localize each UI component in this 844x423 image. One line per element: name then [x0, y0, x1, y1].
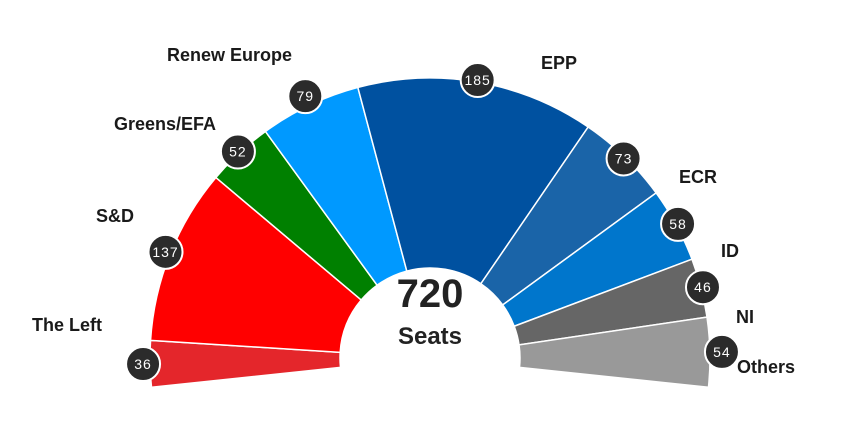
seat-badge: [147, 233, 184, 270]
segment-others: [518, 316, 711, 389]
party-label: S&D: [96, 206, 134, 226]
seat-badge: [703, 333, 740, 370]
segment-epp: [356, 77, 590, 285]
seat-badge: [605, 140, 642, 177]
seat-badge-value: 185: [464, 72, 490, 88]
party-label: NI: [736, 307, 754, 327]
seat-badge-value: 73: [615, 150, 633, 166]
seat-badge: [684, 269, 721, 306]
party-label: The Left: [32, 315, 102, 335]
total-seats-label: Seats: [398, 323, 462, 350]
party-label: Greens/EFA: [114, 114, 216, 134]
seat-badge: [125, 346, 162, 383]
seat-badge-value: 79: [297, 88, 315, 104]
party-label: ECR: [679, 167, 717, 187]
seat-badge: [459, 62, 496, 99]
total-seats-value: 720: [397, 272, 464, 316]
party-label: Others: [737, 357, 795, 377]
seat-badge-value: 54: [713, 344, 731, 360]
seat-badge-value: 46: [694, 279, 712, 295]
seat-badge-value: 36: [134, 356, 152, 372]
seat-badge-value: 58: [669, 216, 687, 232]
seat-badge: [219, 133, 256, 170]
seat-badge-value: 52: [229, 144, 247, 160]
party-label: EPP: [541, 53, 577, 73]
seat-badge-value: 137: [152, 244, 178, 260]
seat-badge: [287, 78, 324, 115]
party-label: Renew Europe: [167, 45, 292, 65]
party-labels: The Left S&D Greens/EFA Renew Europe EPP ECR I…: [32, 45, 795, 377]
segment-s-d: [149, 176, 363, 354]
seat-badge: [660, 205, 697, 242]
party-label: ID: [721, 241, 739, 261]
seat-badges: 36 137 52 79 185 73 58 46 54: [125, 62, 740, 383]
seat-segments: [149, 77, 711, 389]
